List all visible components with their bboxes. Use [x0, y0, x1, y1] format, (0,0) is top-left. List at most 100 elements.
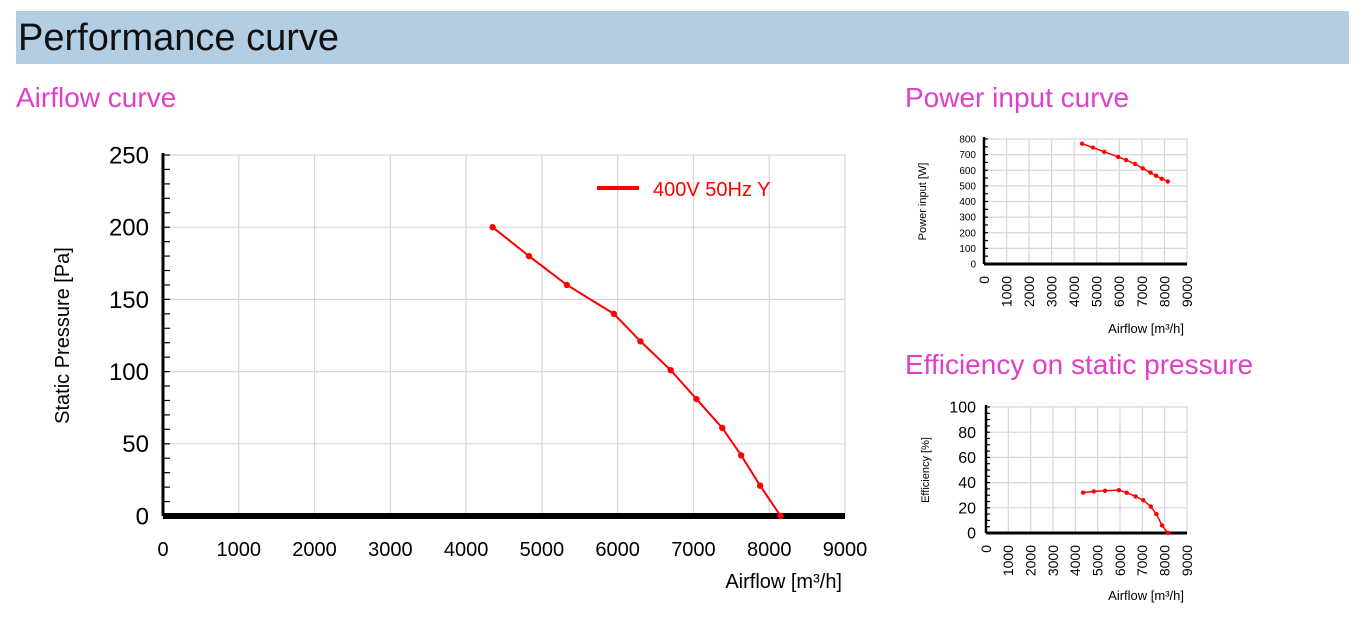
- power-section-title: Power input curve: [905, 82, 1130, 113]
- data-point: [1079, 141, 1085, 146]
- x-tick-label: 8000: [1157, 545, 1173, 576]
- x-tick-label: 1000: [998, 276, 1014, 307]
- data-point: [1132, 161, 1138, 167]
- data-point: [1124, 490, 1129, 495]
- x-tick-label: 3000: [1045, 545, 1061, 576]
- data-point: [693, 395, 700, 403]
- efficiency-section-title: Efficiency on static pressure: [905, 349, 1254, 380]
- plot-area: [162, 154, 846, 517]
- x-tick-label: 6000: [1111, 276, 1127, 307]
- data-point: [1159, 523, 1165, 528]
- y-tick-label: 60: [958, 450, 976, 467]
- plot-area: [985, 406, 1188, 534]
- data-point: [1148, 504, 1154, 509]
- x-tick-label: 2000: [1023, 545, 1039, 576]
- y-tick-label: 700: [959, 150, 976, 161]
- y-tick-label: 80: [958, 425, 976, 442]
- data-point: [1159, 176, 1164, 182]
- data-point: [1140, 166, 1145, 171]
- data-point: [667, 366, 674, 374]
- x-tick-label: 0: [978, 545, 994, 553]
- x-axis-title: Airflow [m³/h]: [1108, 588, 1184, 603]
- data-point: [563, 281, 571, 289]
- legend-label: 400V 50Hz Y: [653, 179, 771, 201]
- data-point: [1080, 490, 1086, 495]
- x-tick-label: 4000: [1067, 545, 1083, 576]
- data-point: [1141, 498, 1146, 503]
- y-tick-label: 800: [959, 135, 976, 146]
- x-tick-label: 5000: [1090, 545, 1106, 576]
- y-tick-label: 400: [959, 197, 976, 208]
- data-point: [1153, 173, 1159, 178]
- data-point: [777, 512, 784, 520]
- header-banner: Performance curve: [16, 11, 1349, 64]
- data-point: [1154, 511, 1159, 517]
- y-tick-label: 200: [959, 228, 976, 239]
- y-tick-label: 20: [958, 500, 976, 517]
- y-axis-title: Static Pressure [Pa]: [52, 247, 74, 424]
- x-tick-label: 5000: [1089, 276, 1105, 307]
- data-point: [637, 338, 644, 345]
- y-tick-label: 0: [136, 503, 149, 530]
- y-axis-title: Efficiency [%]: [920, 437, 932, 503]
- y-tick-label: 600: [959, 166, 976, 177]
- x-tick-label: 9000: [823, 539, 868, 561]
- y-tick-label: 40: [958, 475, 976, 492]
- data-point: [1133, 494, 1138, 499]
- x-axis-title: Airflow [m³/h]: [1108, 321, 1184, 336]
- data-point: [737, 452, 745, 459]
- y-tick-label: 100: [959, 244, 976, 255]
- data-point: [1165, 179, 1171, 184]
- x-tick-label: 8000: [1156, 276, 1172, 307]
- x-tick-label: 6000: [1112, 545, 1128, 576]
- x-tick-label: 3000: [1044, 276, 1060, 307]
- x-tick-label: 1000: [1000, 545, 1016, 576]
- y-tick-label: 250: [109, 142, 149, 169]
- data-point: [1123, 157, 1129, 163]
- x-tick-label: 5000: [520, 539, 565, 561]
- x-tick-label: 7000: [1134, 545, 1150, 576]
- data-point: [525, 252, 533, 260]
- x-tick-label: 7000: [1134, 276, 1150, 307]
- data-point: [1116, 154, 1121, 160]
- x-tick-label: 2000: [1021, 276, 1037, 307]
- y-axis-title: Power input [W]: [917, 163, 929, 241]
- data-point: [1102, 488, 1108, 493]
- y-tick-label: 100: [949, 400, 976, 417]
- data-point: [1148, 170, 1153, 175]
- x-tick-label: 1000: [217, 539, 262, 561]
- x-tick-label: 6000: [595, 539, 640, 561]
- x-tick-label: 7000: [671, 539, 716, 561]
- x-tick-label: 4000: [444, 539, 489, 561]
- x-tick-label: 9000: [1179, 545, 1195, 576]
- x-tick-label: 0: [976, 276, 992, 284]
- y-tick-label: 100: [109, 359, 149, 386]
- x-tick-label: 2000: [292, 539, 337, 561]
- data-point: [610, 310, 618, 318]
- data-point: [756, 482, 764, 489]
- page-title: Performance curve: [18, 17, 340, 59]
- x-axis-title: Airflow [m³/h]: [725, 571, 842, 593]
- y-tick-label: 50: [122, 431, 149, 458]
- y-tick-label: 150: [109, 287, 149, 314]
- data-point: [489, 224, 496, 231]
- x-tick-label: 4000: [1066, 276, 1082, 307]
- y-tick-label: 0: [970, 260, 976, 271]
- y-tick-label: 300: [959, 213, 976, 224]
- x-tick-label: 8000: [747, 539, 792, 561]
- y-tick-label: 0: [967, 526, 976, 543]
- data-point: [1091, 489, 1097, 494]
- data-point: [1116, 487, 1122, 493]
- x-tick-label: 0: [157, 539, 168, 561]
- data-point: [1165, 530, 1171, 536]
- y-tick-label: 200: [109, 215, 149, 242]
- airflow-section-title: Airflow curve: [16, 82, 177, 113]
- data-point: [1102, 149, 1107, 155]
- y-tick-label: 500: [959, 181, 976, 192]
- x-tick-label: 9000: [1179, 276, 1195, 307]
- x-tick-label: 3000: [368, 539, 413, 561]
- data-point: [1090, 145, 1096, 150]
